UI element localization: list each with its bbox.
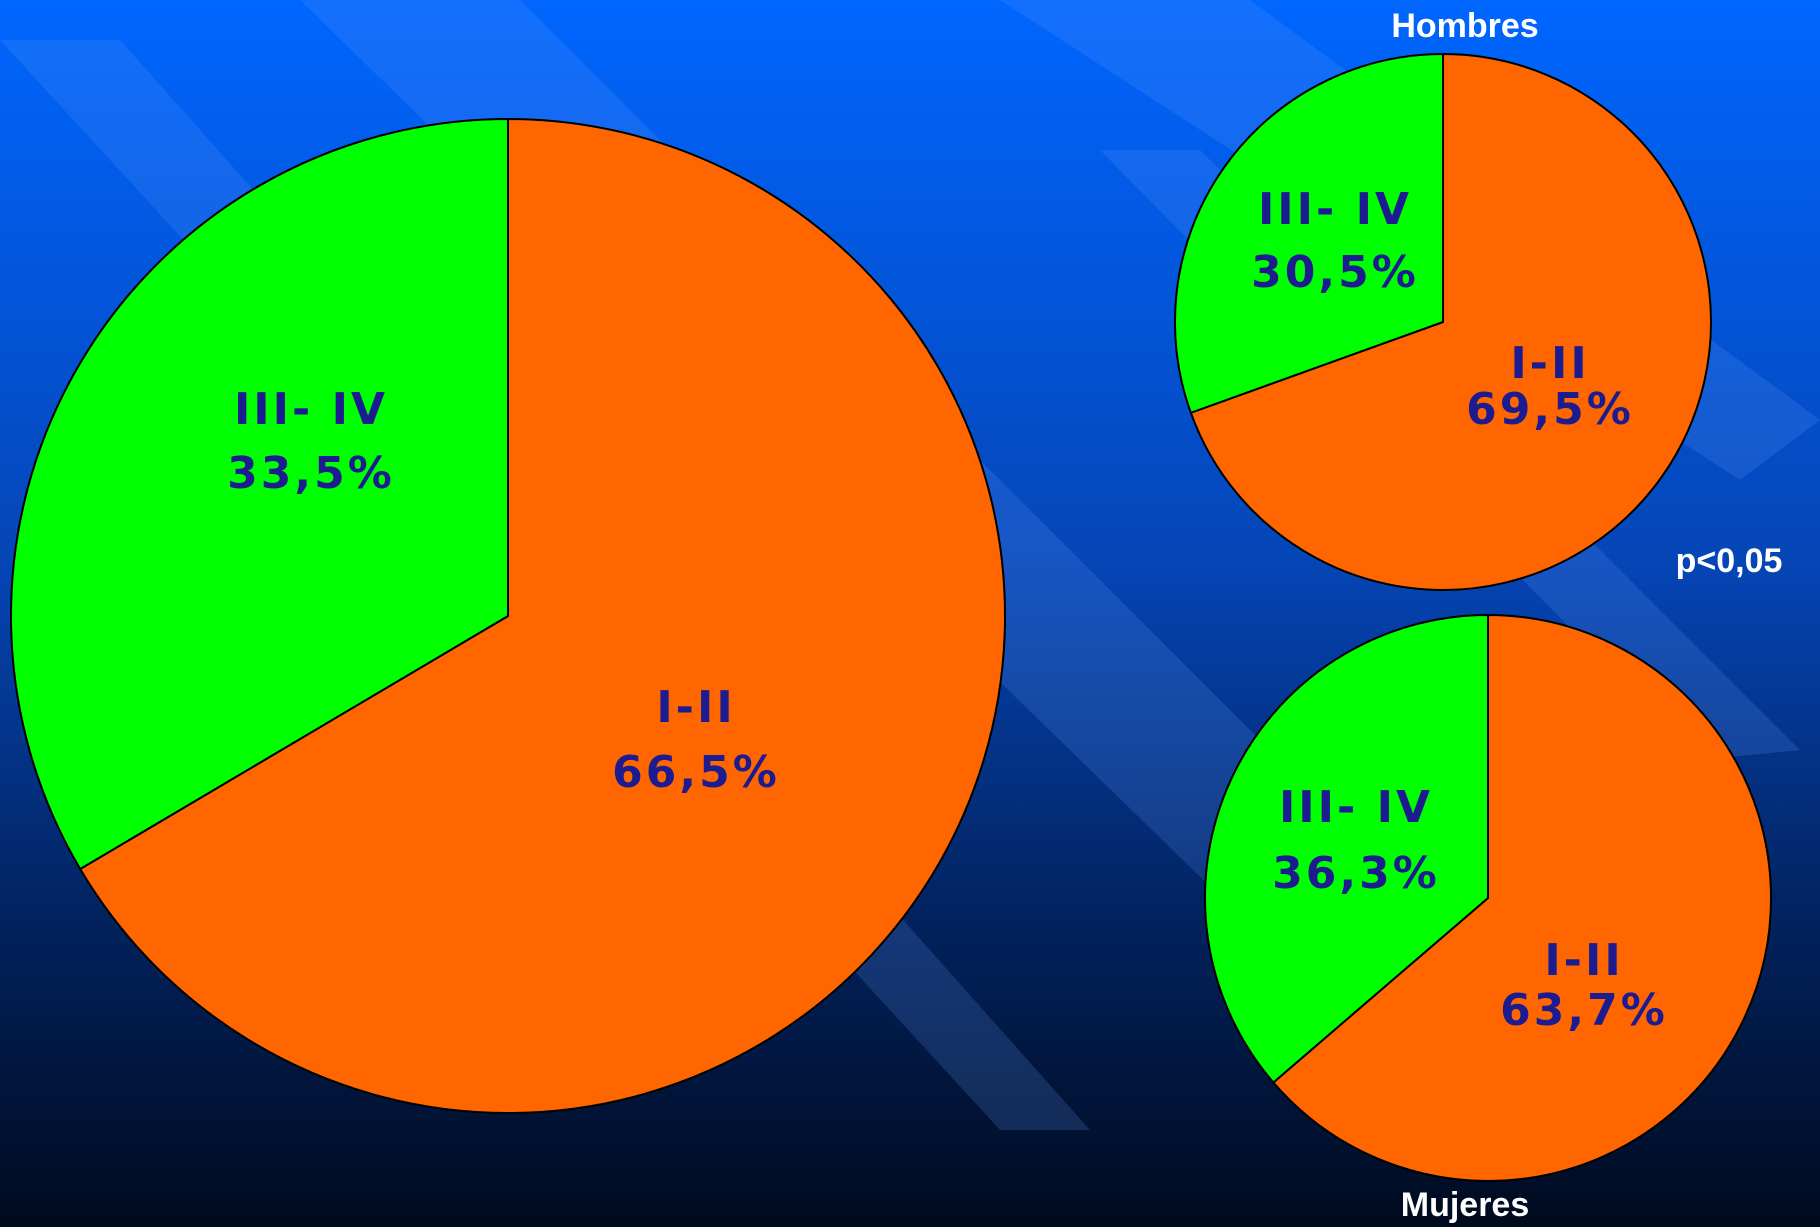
slice-category: I-II [1544, 935, 1623, 986]
pie-slice [10, 117, 509, 871]
slice-category: III- IV [1279, 782, 1433, 833]
slice-value-label: 69,5% [1466, 384, 1634, 435]
slice-value-label: 30,5% [1251, 247, 1419, 298]
slice-value-label: 66,5% [612, 747, 780, 798]
chart-title: Mujeres [1401, 1186, 1530, 1224]
slice-value-label: 63,7% [1500, 985, 1668, 1036]
slice-value-label: 36,3% [1272, 848, 1440, 899]
pie-slice [78, 117, 1006, 1114]
pie-slice [1271, 613, 1772, 1182]
pie-slice [1204, 613, 1489, 1084]
slice-value-label: 33,5% [227, 448, 395, 499]
slice-category: III- IV [1258, 184, 1412, 235]
slice-category: I-II [656, 682, 735, 733]
slice-category: III- IV [234, 384, 388, 435]
chart-title: Hombres [1391, 7, 1538, 45]
slice-category: I-II [1510, 338, 1589, 389]
pie-slice [1189, 52, 1712, 591]
annotation: p<0,05 [1676, 542, 1783, 580]
pie-slice [1174, 52, 1444, 415]
